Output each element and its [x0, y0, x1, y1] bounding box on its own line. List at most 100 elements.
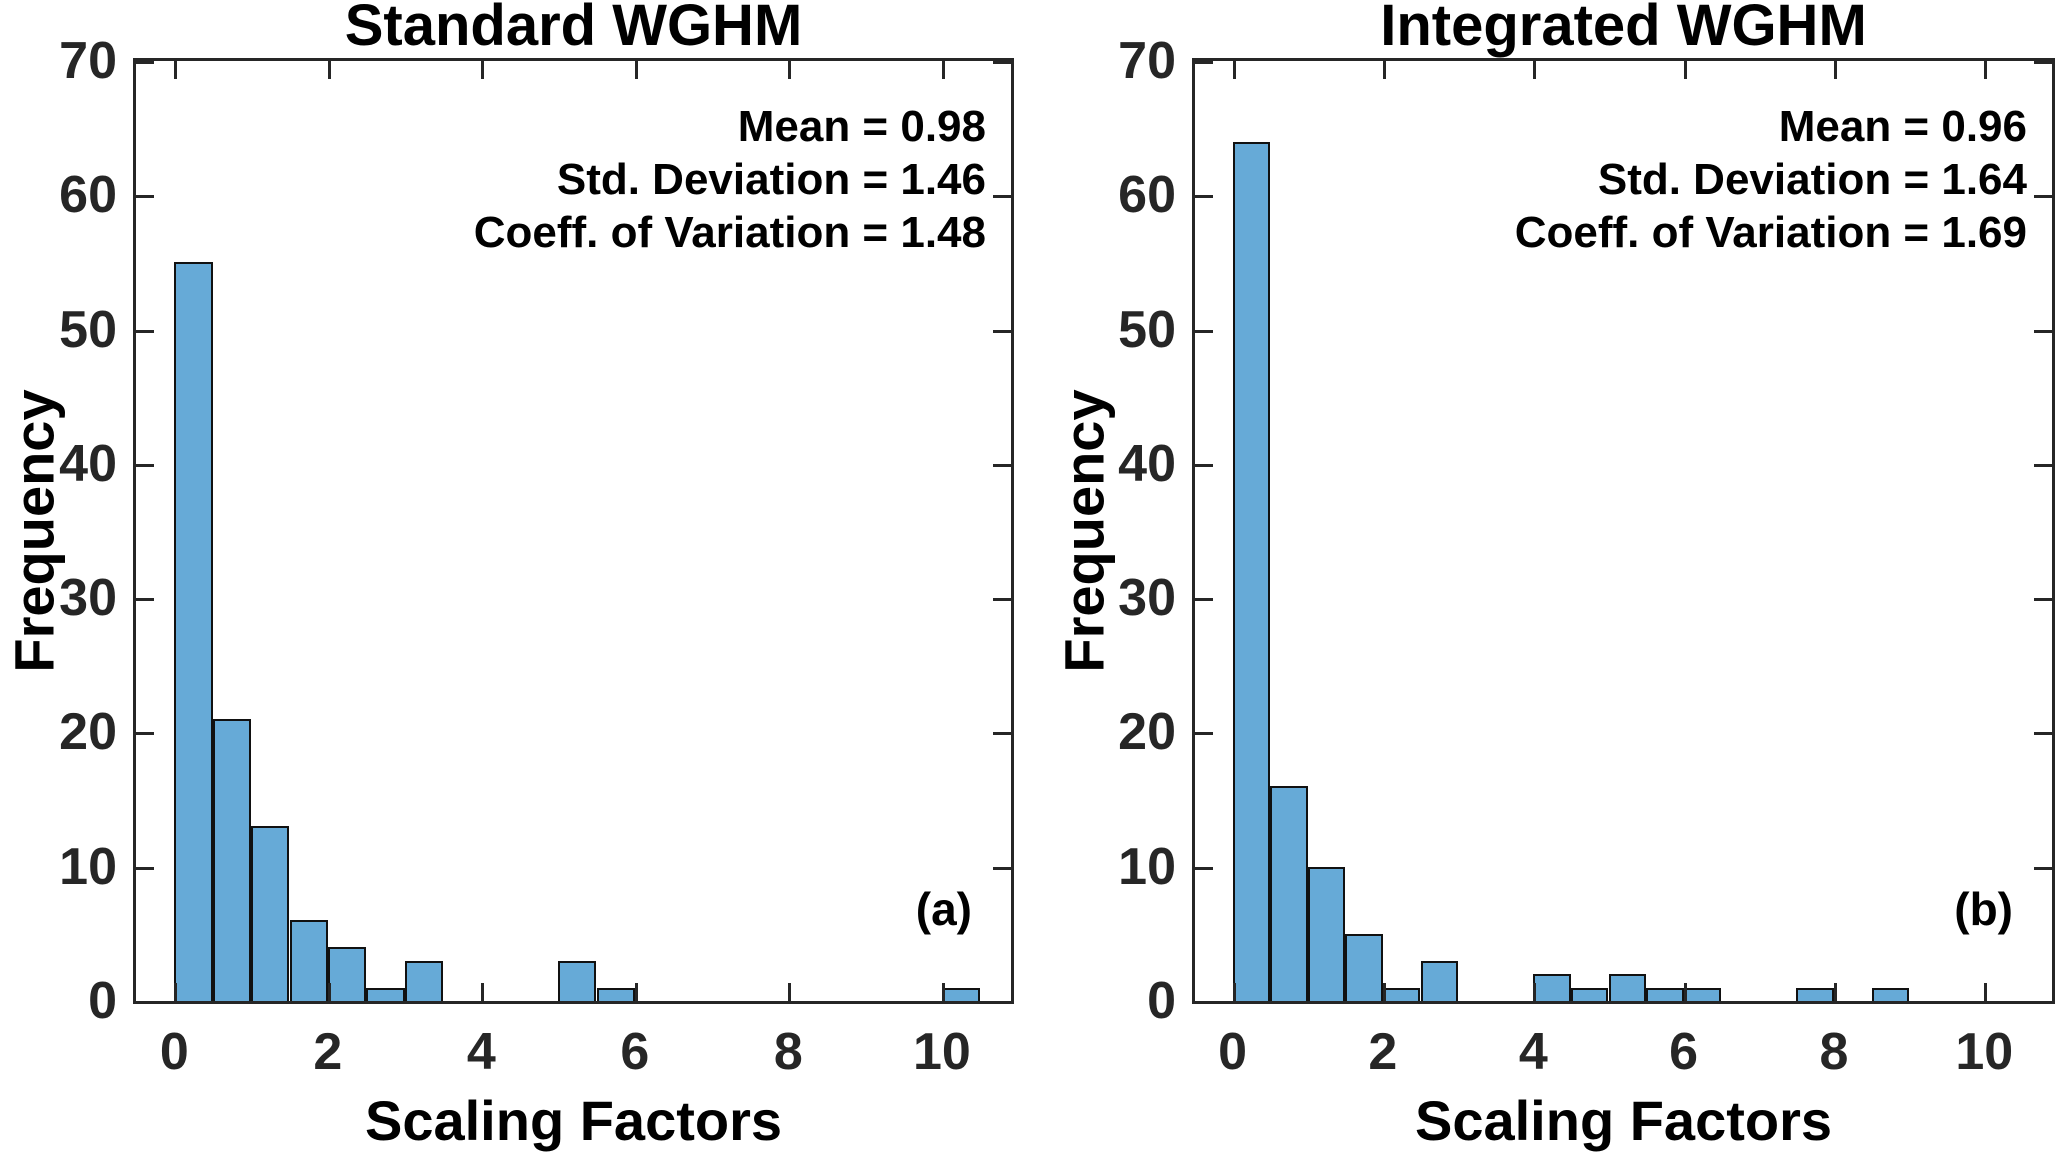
- x-tick-label: 10: [1955, 1023, 2014, 1081]
- axis-tick: [136, 463, 154, 467]
- histogram-bar: [174, 262, 213, 1001]
- axis-tick: [1195, 866, 1213, 870]
- stat-coeff-of-variation: Coeff. of Variation = 1.48: [473, 208, 986, 257]
- y-tick-label: 30: [59, 569, 117, 628]
- histogram-bar: [558, 960, 597, 1001]
- histogram-bar: [327, 947, 367, 1001]
- axis-tick: [993, 195, 1011, 199]
- y-tick-label: 60: [1118, 166, 1176, 225]
- axis-tick: [993, 732, 1011, 736]
- y-tick-label: 20: [59, 703, 117, 762]
- axis-tick: [634, 61, 638, 79]
- ticks-layer: [1195, 61, 2052, 1004]
- x-tick-label: 2: [313, 1023, 343, 1081]
- histogram-bar: [1871, 987, 1910, 1001]
- histogram-bar: [1796, 987, 1834, 1001]
- x-tick-label: 0: [1218, 1023, 1248, 1081]
- axis-tick: [634, 983, 638, 1001]
- x-tick-label: 0: [159, 1023, 189, 1081]
- y-tick-label: 10: [59, 837, 117, 896]
- panel-title: Integrated WGHM: [1380, 0, 1867, 58]
- histogram-bar: [289, 920, 328, 1001]
- histogram-bar: [1608, 974, 1647, 1001]
- y-tick-label: 0: [88, 972, 117, 1030]
- axis-tick: [1533, 983, 1537, 1001]
- histogram-bar: [251, 826, 290, 1001]
- x-tick-label: 6: [1669, 1023, 1699, 1081]
- histogram-bar: [366, 987, 405, 1001]
- ticks-layer: [136, 61, 1011, 1004]
- axis-tick: [2034, 463, 2052, 467]
- histogram-bar: [1307, 866, 1346, 1001]
- stats-annotation: Mean = 0.96 Std. Deviation = 1.64 Coeff.…: [1192, 100, 2027, 259]
- axis-tick: [788, 983, 792, 1001]
- axis-tick: [993, 866, 1011, 870]
- axis-tick: [174, 983, 178, 1001]
- y-tick-label: 40: [59, 434, 117, 493]
- axis-tick: [136, 329, 154, 333]
- axis-tick: [788, 61, 792, 79]
- y-tick-label: 40: [1118, 434, 1176, 493]
- axis-tick: [1683, 61, 1687, 79]
- axis-tick: [327, 61, 331, 79]
- axis-tick: [2034, 598, 2052, 602]
- histogram-bar: [1270, 786, 1308, 1001]
- stat-mean: Mean = 0.96: [1778, 102, 2027, 151]
- x-tick-label: 4: [466, 1023, 496, 1081]
- axis-tick: [2034, 1001, 2052, 1004]
- axis-tick: [1195, 732, 1213, 736]
- axis-tick: [993, 329, 1011, 333]
- axis-tick: [993, 598, 1011, 602]
- axis-tick: [136, 866, 154, 870]
- axis-tick: [327, 983, 331, 1001]
- axis-tick: [1382, 983, 1386, 1001]
- subplot-letter: (b): [1954, 883, 2013, 935]
- stat-std-deviation: Std. Deviation = 1.46: [556, 155, 986, 204]
- x-tick-label: 2: [1368, 1023, 1398, 1081]
- axis-tick: [1195, 463, 1213, 467]
- axis-tick: [2034, 61, 2052, 64]
- axis-tick: [1195, 1001, 1213, 1004]
- x-axis-label: Scaling Factors: [364, 1089, 783, 1152]
- axis-tick: [136, 598, 154, 602]
- x-tick-label: 8: [773, 1023, 803, 1081]
- axis-tick: [2034, 195, 2052, 199]
- plot-area: [1192, 58, 2055, 1004]
- histogram-bar: [1232, 141, 1271, 1001]
- histogram-bar: [1646, 987, 1684, 1001]
- axis-tick: [1232, 983, 1236, 1001]
- axis-tick: [2034, 866, 2052, 870]
- axis-tick: [1232, 61, 1236, 79]
- x-tick-label: 10: [912, 1023, 971, 1081]
- y-tick-label: 70: [1118, 32, 1176, 90]
- axis-tick: [174, 61, 178, 79]
- y-tick-label: 0: [1147, 972, 1176, 1030]
- axis-tick: [1195, 61, 1213, 64]
- axis-tick: [941, 61, 945, 79]
- x-tick-label: 4: [1518, 1023, 1548, 1081]
- y-tick-label: 50: [59, 300, 117, 359]
- x-tick-label: 6: [620, 1023, 650, 1081]
- stat-std-deviation: Std. Deviation = 1.64: [1597, 155, 2027, 204]
- axis-tick: [481, 61, 485, 79]
- y-tick-label: 50: [1118, 300, 1176, 359]
- x-axis-label: Scaling Factors: [1414, 1089, 1833, 1152]
- axis-tick: [136, 1001, 154, 1004]
- stat-mean: Mean = 0.98: [737, 102, 986, 151]
- y-tick-label: 20: [1118, 703, 1176, 762]
- y-tick-label: 10: [1118, 837, 1176, 896]
- axis-tick: [993, 61, 1011, 64]
- histogram-bar: [212, 719, 252, 1001]
- histogram-bar: [1420, 960, 1459, 1001]
- bars-layer: [1195, 61, 2052, 1001]
- y-axis-label-text: Frequency: [1052, 389, 1116, 673]
- axis-tick: [1195, 598, 1213, 602]
- axis-tick: [1834, 61, 1837, 79]
- axis-tick: [481, 983, 485, 1001]
- x-tick-label: 8: [1819, 1023, 1849, 1081]
- bars-layer: [136, 61, 1011, 1001]
- axis-tick: [2034, 732, 2052, 736]
